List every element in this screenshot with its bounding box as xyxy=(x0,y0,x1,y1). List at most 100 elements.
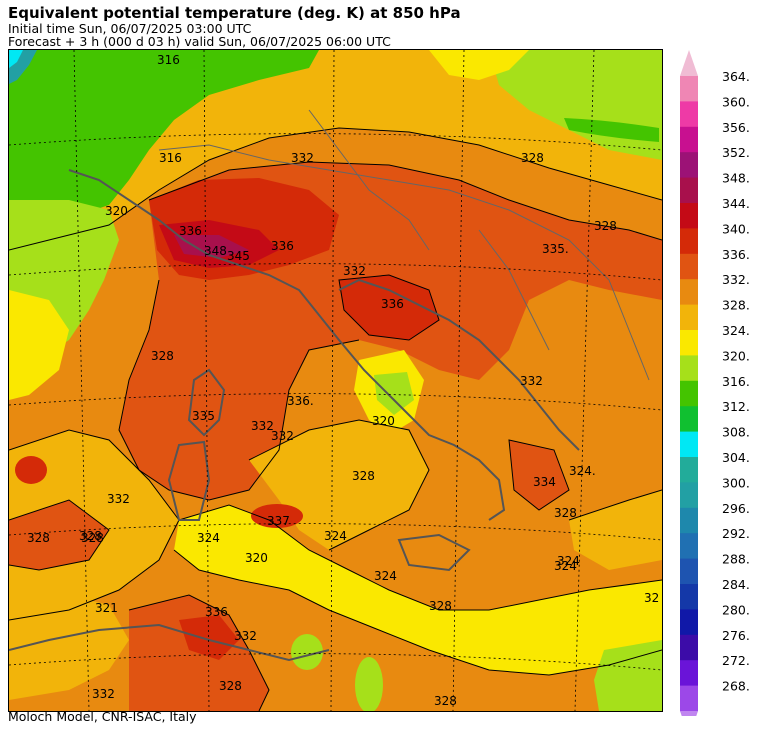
field-348-alps xyxy=(174,235,249,258)
contour-label-group: 316 316 320 332 336 348 345 336 332 336 … xyxy=(27,53,659,708)
colorbar-tick-label: 304. xyxy=(722,450,750,465)
colorbar-swatch xyxy=(680,380,698,407)
field-336-w xyxy=(15,456,47,484)
contour-label: 328 xyxy=(429,599,452,613)
theta-e-map: 316 316 320 332 336 348 345 336 332 336 … xyxy=(8,49,663,712)
contour-label: 324 xyxy=(554,559,577,573)
colorbar-swatch xyxy=(680,457,698,483)
colorbar-tick-label: 292. xyxy=(722,526,750,541)
contour-label: 337 xyxy=(267,514,290,528)
colorbar-tick-label: 308. xyxy=(722,425,750,440)
colorbar-tick-label: 312. xyxy=(722,399,750,414)
contour-label: 332 xyxy=(343,264,366,278)
field-312-ne xyxy=(564,118,659,142)
colorbar-swatch xyxy=(680,253,698,280)
colorbar-tick-label: 316. xyxy=(722,374,750,389)
contour-label: 348 xyxy=(204,244,227,258)
country-borders xyxy=(158,109,650,381)
contour-label: 332 xyxy=(271,429,294,443)
field-320-north xyxy=(429,50,529,80)
colorbar-swatch xyxy=(680,304,698,331)
contour-label: 324 xyxy=(557,554,580,568)
contour-label: 324 xyxy=(374,569,397,583)
colorbar-tick-label: 288. xyxy=(722,552,750,567)
contour-label: 332 xyxy=(291,151,314,165)
contour-label: 332 xyxy=(92,687,115,701)
contour-label: 324. xyxy=(569,464,596,478)
contour-label: 328 xyxy=(554,506,577,520)
colorbar-tick-label: 296. xyxy=(722,501,750,516)
colorbar-tick-label: 324. xyxy=(722,323,750,338)
contour-label: 328 xyxy=(594,219,617,233)
colorbar-swatch xyxy=(680,203,698,229)
colorbar-tick-label: 336. xyxy=(722,247,750,262)
field-320-south xyxy=(174,505,662,675)
colorbar-swatch xyxy=(680,406,698,433)
colorbar-tick-label: 276. xyxy=(722,628,750,643)
field-308-corner xyxy=(9,50,23,68)
contour-label: 316 xyxy=(159,151,182,165)
colorbar-swatch xyxy=(680,279,698,306)
colorbar-swatch xyxy=(680,76,698,102)
contour-label: 328 xyxy=(27,531,50,545)
field-334-south xyxy=(509,440,569,510)
colorbar-tick-label: 328. xyxy=(722,298,750,313)
map-title: Equivalent potential temperature (deg. K… xyxy=(8,4,461,22)
contour-label: 332 xyxy=(107,492,130,506)
colorbar-tick-label: 352. xyxy=(722,145,750,160)
field-324-sw xyxy=(9,595,129,700)
contour-label: 328 xyxy=(352,469,375,483)
field-316-south-a xyxy=(291,634,323,670)
colorbar-swatch xyxy=(680,431,698,458)
field-316-central xyxy=(374,372,414,415)
contour-label: 328 xyxy=(79,529,102,543)
colorbar-top-cap xyxy=(680,50,698,76)
colorbar: 364. 360. 356. 352. 348. 344. 340. 336. 332. 328.… xyxy=(676,48,760,731)
contour-label: 328 xyxy=(81,531,104,545)
colorbar-tick-label: 272. xyxy=(722,653,750,668)
colorbar-tick-label: 268. xyxy=(722,679,750,694)
contour-label: 32 xyxy=(644,591,659,605)
colorbar-swatch xyxy=(680,634,698,661)
colorbar-swatch xyxy=(680,507,698,534)
contour-label: 321 xyxy=(95,601,118,615)
colorbar-tick-label: 332. xyxy=(722,272,750,287)
contour-label: 335. xyxy=(542,242,569,256)
contour-label: 332 xyxy=(234,629,257,643)
contour-label: 328 xyxy=(151,349,174,363)
contour-label: 335 xyxy=(192,409,215,423)
field-337-sardinia xyxy=(251,504,303,528)
colorbar-swatch xyxy=(680,355,698,382)
contour-label: 336 xyxy=(205,605,228,619)
contour-label: 324 xyxy=(324,529,347,543)
lat-lon-grid xyxy=(9,50,662,711)
colorbar-swatch xyxy=(680,685,698,712)
contour-label: 336 xyxy=(271,239,294,253)
initial-time-label: Initial time Sun, 06/07/2025 03:00 UTC xyxy=(8,21,252,36)
contour-label: 332 xyxy=(520,374,543,388)
colorbar-swatch xyxy=(680,126,698,153)
colorbar-swatch xyxy=(680,609,698,636)
colorbar-swatch xyxy=(680,482,698,509)
contour-label: 334 xyxy=(533,475,556,489)
model-credit: Moloch Model, CNR-ISAC, Italy xyxy=(8,709,197,724)
colorbar-tick-label: 284. xyxy=(722,577,750,592)
contour-label: 336. xyxy=(287,394,314,408)
colorbar-swatch xyxy=(680,330,698,356)
contour-label: 320 xyxy=(105,204,128,218)
colorbar-tick-label: 356. xyxy=(722,120,750,135)
field-316-se xyxy=(594,640,662,711)
contour-lines xyxy=(9,127,662,711)
colorbar-tick-label: 320. xyxy=(722,348,750,363)
colorbar-tick-label: 364. xyxy=(722,69,750,84)
contour-label: 328 xyxy=(219,679,242,693)
contour-label: 320 xyxy=(372,414,395,428)
contour-label: 336 xyxy=(381,297,404,311)
contour-label: 324 xyxy=(197,531,220,545)
contour-label: 345 xyxy=(227,249,250,263)
colorbar-swatch xyxy=(680,101,698,128)
contour-label: 328 xyxy=(521,151,544,165)
contour-label: 320 xyxy=(245,551,268,565)
colorbar-swatch xyxy=(680,177,698,204)
colorbar-tick-label: 344. xyxy=(722,196,750,211)
